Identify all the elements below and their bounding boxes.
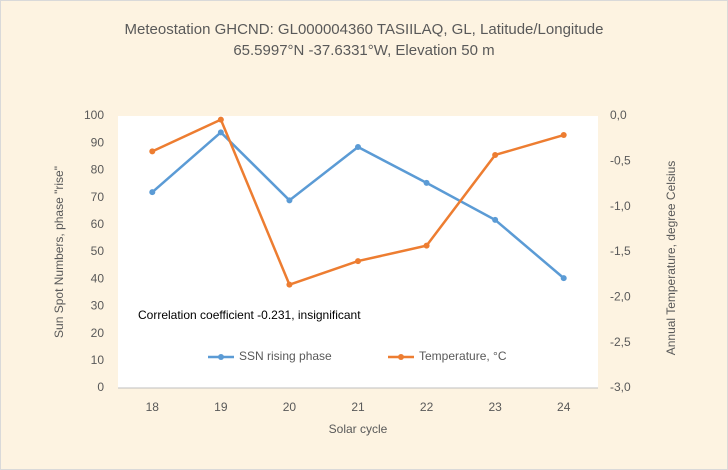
data-point [217, 116, 224, 123]
y2-tick-label: -2,5 [610, 335, 631, 349]
data-point [149, 148, 156, 155]
chart-title: 65.5997°N -37.6331°W, Elevation 50 m [233, 42, 494, 59]
legend-marker [218, 354, 224, 360]
y-tick-label: 100 [84, 108, 104, 122]
x-axis-title: Solar cycle [329, 422, 388, 436]
y-tick-label: 30 [91, 299, 105, 313]
y2-tick-label: -0,5 [610, 154, 631, 168]
x-tick-label: 22 [420, 400, 434, 414]
y2-tick-label: -2,0 [610, 290, 631, 304]
x-tick-label: 24 [557, 400, 571, 414]
y-tick-label: 60 [91, 217, 105, 231]
data-point [560, 132, 567, 139]
legend-label: Temperature, °C [419, 349, 507, 363]
data-point [286, 281, 293, 288]
y-axis-title: Sun Spot Numbers, phase "rise" [52, 166, 66, 338]
y-tick-label: 50 [91, 244, 105, 258]
y-tick-label: 10 [91, 353, 105, 367]
data-point [149, 189, 156, 196]
y2-tick-label: 0,0 [610, 108, 627, 122]
data-point [492, 216, 499, 223]
data-point [492, 151, 499, 158]
chart-title: Meteostation GHCND: GL000004360 TASIILAQ… [125, 21, 604, 38]
data-point [423, 242, 430, 249]
data-point [423, 179, 430, 186]
y2-tick-label: -1,0 [610, 199, 631, 213]
legend-marker [398, 354, 404, 360]
y-tick-label: 70 [91, 190, 105, 204]
x-tick-label: 18 [146, 400, 160, 414]
y-tick-label: 90 [91, 135, 105, 149]
y-tick-label: 20 [91, 326, 105, 340]
data-point [355, 258, 361, 265]
y2-tick-label: -1,5 [610, 244, 631, 258]
data-point [217, 129, 224, 136]
y-tick-label: 40 [91, 271, 105, 285]
data-point [286, 197, 293, 204]
annotation: Correlation coefficient -0.231, insignif… [138, 308, 361, 322]
y2-axis-title: Annual Temperature, degree Celsius [664, 161, 678, 356]
x-tick-label: 21 [351, 400, 365, 414]
plot-area [118, 116, 598, 388]
data-point [355, 144, 361, 151]
legend-label: SSN rising phase [239, 349, 332, 363]
data-point [560, 275, 567, 282]
y-tick-label: 80 [91, 163, 105, 177]
y2-tick-label: -3,0 [610, 380, 631, 394]
y-tick-label: 0 [97, 380, 104, 394]
x-tick-label: 19 [214, 400, 228, 414]
x-tick-label: 23 [488, 400, 502, 414]
x-tick-label: 20 [283, 400, 297, 414]
